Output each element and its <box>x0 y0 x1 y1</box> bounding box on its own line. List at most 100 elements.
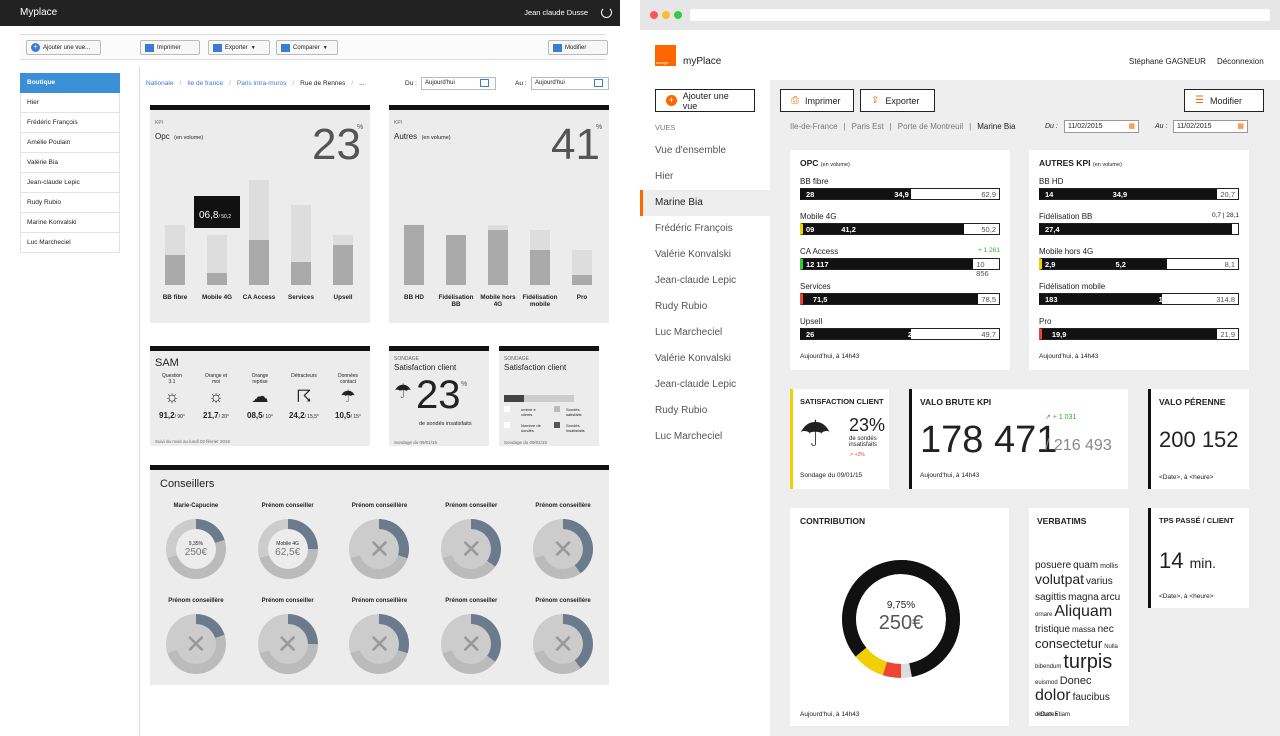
breadcrumb-item[interactable]: Paris Est <box>851 122 884 131</box>
conseiller-item[interactable]: Prénom conseiller ✕ <box>426 503 516 579</box>
bar[interactable] <box>165 255 185 285</box>
sam-item[interactable]: Données contact ☂ 10,5/ 15° <box>326 373 370 420</box>
conseiller-item[interactable]: Marie-Capucine 9,35% 250€ <box>151 503 241 579</box>
kpi-row[interactable]: CA Access + 1 261 12 117 10 856 <box>800 247 1000 282</box>
conseiller-donut: ✕ <box>349 614 410 674</box>
verbatim-word: Aliquam <box>1054 603 1113 620</box>
sidebar-item[interactable]: Valérie Konvalski <box>655 353 731 364</box>
sidebar-item[interactable]: Marine Bia <box>640 190 770 216</box>
verbatim-word: arcu <box>1100 592 1121 603</box>
sidebar-item[interactable]: Marine Konvalski <box>20 213 120 233</box>
conseiller-item[interactable]: Prénom conseiller Mobile 4G 62,5€ <box>243 503 333 579</box>
sidebar-item[interactable]: Valérie Bia <box>20 153 120 173</box>
conseiller-name: Prénom conseillère <box>351 598 408 604</box>
breadcrumb-item[interactable]: Paris intra-muros <box>236 80 287 87</box>
donut-segment <box>842 560 960 678</box>
breadcrumb-item[interactable]: Porte de Montreuil <box>897 122 964 131</box>
left-user-name[interactable]: Jean claude Dusse <box>524 8 588 17</box>
breadcrumb-item[interactable]: Ile-de-France <box>790 122 838 131</box>
kpi-row[interactable]: BB fibre 28 34,9 62,9 <box>800 177 1000 212</box>
kpi-row[interactable]: Services 71,5 78,5 <box>800 282 1000 317</box>
bar[interactable] <box>488 230 508 285</box>
print-button[interactable]: Imprimer <box>140 40 200 55</box>
bar[interactable] <box>404 225 424 285</box>
bar[interactable] <box>249 240 269 285</box>
kpi-progress-bar: 19,9 21,9 <box>1039 328 1239 340</box>
sam-item[interactable]: Orange et moi ☼ 21,7/ 20° <box>194 373 238 420</box>
kpi-row[interactable]: Mobile 4G 09 41,2 50,2 <box>800 212 1000 247</box>
logout-icon[interactable] <box>601 7 612 18</box>
bar[interactable] <box>530 250 550 285</box>
calendar-icon[interactable] <box>480 79 489 87</box>
sidebar-item[interactable]: Rudy Rubio <box>655 405 708 416</box>
sidebar-item[interactable]: Rudy Rubio <box>20 193 120 213</box>
calendar-icon[interactable]: ▦ <box>1128 123 1135 130</box>
sam-item[interactable]: Question 3.1 ☼ 91,2/ 90° <box>150 373 194 420</box>
sidebar-item[interactable]: Luc Marcheciel <box>655 431 723 442</box>
calendar-icon[interactable] <box>594 79 603 87</box>
conseiller-name: Marie-Capucine <box>173 503 219 509</box>
close-icon[interactable] <box>650 11 658 19</box>
sidebar-item[interactable]: Amélie Poulain <box>20 133 120 153</box>
conseiller-item[interactable]: Prénom conseiller ✕ <box>243 598 333 674</box>
minimize-icon[interactable] <box>662 11 670 19</box>
kpi-row[interactable]: Fidélisation mobile 183 131,8 314,8 <box>1039 282 1239 317</box>
sam-item[interactable]: Détracteurs ☈ 24,2/ 15,5° <box>282 373 326 420</box>
kpi-row[interactable]: BB HD 14 34,9 20,7 <box>1039 177 1239 212</box>
sidebar-item[interactable]: Luc Marcheciel <box>20 233 120 253</box>
sidebar-item[interactable]: Hier <box>655 171 674 182</box>
sidebar-item[interactable]: Valérie Konvalski <box>655 249 731 260</box>
logout-link[interactable]: Déconnexion <box>1217 57 1264 66</box>
conseiller-item[interactable]: Prénom conseillère ✕ <box>518 503 608 579</box>
conseiller-item[interactable]: Prénom conseiller ✕ <box>426 598 516 674</box>
sidebar-item[interactable]: Vue d'ensemble <box>655 145 727 156</box>
du-date-field[interactable]: Aujourd'hui <box>421 77 496 90</box>
add-view-button[interactable]: + Ajouter une vue... <box>26 40 101 55</box>
sidebar-item[interactable]: Jean-claude Lepic <box>655 379 737 390</box>
modify-button[interactable]: ☰ Modifier <box>1184 89 1264 112</box>
export-button[interactable]: Exporter ▼ <box>208 40 270 55</box>
kpi-row[interactable]: Fidélisation BB 0,7 | 28,1 27,4 <box>1039 212 1239 247</box>
verbatim-word: Nulla <box>1104 644 1118 650</box>
du-date-field[interactable]: 11/02/2015 ▦ <box>1064 120 1139 133</box>
bar[interactable] <box>207 273 227 285</box>
calendar-icon[interactable]: ▦ <box>1237 123 1244 130</box>
bar[interactable] <box>333 245 353 285</box>
print-button[interactable]: ⎙ Imprimer <box>780 89 854 112</box>
sidebar-item[interactable]: Rudy Rubio <box>655 301 708 312</box>
kpi-row[interactable]: Pro 19,9 21,9 <box>1039 317 1239 352</box>
sidebar-item[interactable]: Jean-claude Lepic <box>655 275 737 286</box>
au-date-field[interactable]: 11/02/2015 ▦ <box>1173 120 1248 133</box>
sidebar-item[interactable]: Luc Marcheciel <box>655 327 723 338</box>
bar[interactable] <box>446 235 466 285</box>
cloud-icon: ☁ <box>251 387 269 406</box>
compare-button[interactable]: Comparer ▼ <box>276 40 338 55</box>
contribution-donut[interactable] <box>838 556 964 682</box>
sidebar-item[interactable]: Boutique <box>20 73 120 93</box>
kpi-progress-bar: 28 34,9 62,9 <box>800 188 1000 200</box>
conseiller-item[interactable]: Prénom conseillère ✕ <box>151 598 241 674</box>
breadcrumb-item[interactable]: Nationale <box>146 80 174 87</box>
du-label: Du : <box>405 80 417 87</box>
bar[interactable] <box>291 262 311 285</box>
bar[interactable] <box>572 275 592 285</box>
sidebar-item[interactable]: Frédéric François <box>655 223 733 234</box>
kpi-rows: BB fibre 28 34,9 62,9 Mobile 4G 09 41,2 50,2 CA … <box>800 177 1000 352</box>
breadcrumb-item[interactable]: Ile de france <box>187 80 224 87</box>
au-date-field[interactable]: Aujourd'hui <box>531 77 609 90</box>
sam-item[interactable]: Orange reprise ☁ 08,5/ 10° <box>238 373 282 420</box>
address-bar[interactable] <box>690 9 1270 21</box>
export-button[interactable]: ⇪ Exporter <box>860 89 935 112</box>
modify-button[interactable]: Modifier <box>548 40 608 55</box>
kpi-row[interactable]: Mobile hors 4G 2,9 5,2 8,1 <box>1039 247 1239 282</box>
conseiller-item[interactable]: Prénom conseillère ✕ <box>334 598 424 674</box>
add-view-button[interactable]: + Ajouter une vue <box>655 89 755 112</box>
sidebar-item[interactable]: Hier <box>20 93 120 113</box>
sidebar-item[interactable]: Frédéric François <box>20 113 120 133</box>
conseiller-item[interactable]: Prénom conseillère ✕ <box>334 503 424 579</box>
kpi-row[interactable]: Upsell 26 23,7 49,7 <box>800 317 1000 352</box>
conseiller-item[interactable]: Prénom conseillère ✕ <box>518 598 608 674</box>
verbatim-word: nec <box>1097 624 1114 635</box>
sidebar-item[interactable]: Jean-claude Lepic <box>20 173 120 193</box>
maximize-icon[interactable] <box>674 11 682 19</box>
